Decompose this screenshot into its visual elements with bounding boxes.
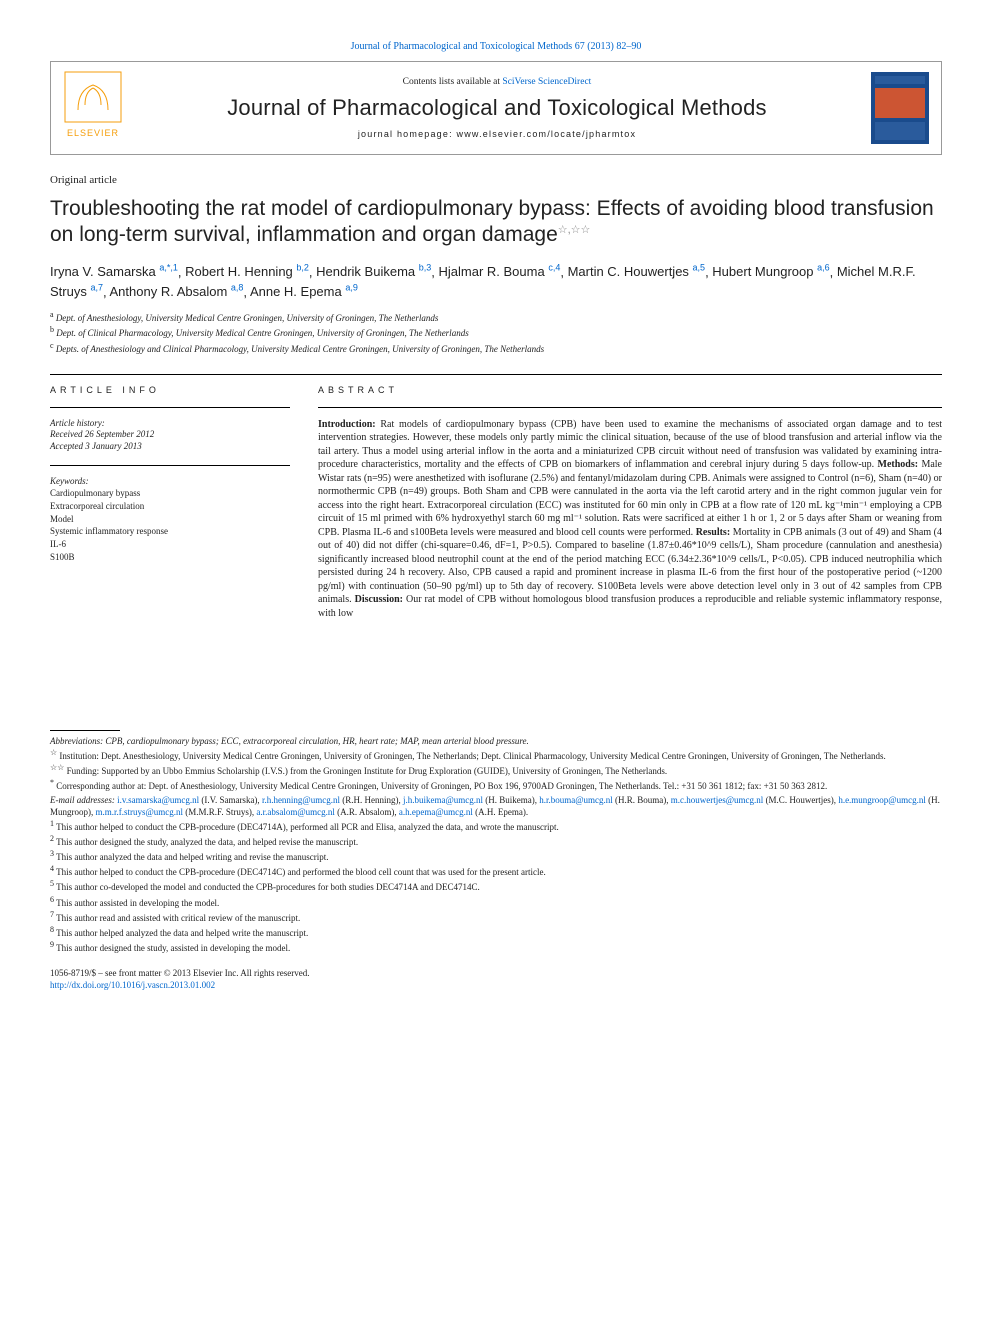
journal-banner: ELSEVIER Contents lists available at Sci…	[50, 61, 942, 155]
contents-available-line: Contents lists available at SciVerse Sci…	[137, 76, 857, 88]
author: Robert H. Henning b,2	[185, 264, 309, 279]
journal-cover-thumb	[871, 72, 929, 144]
svg-text:ELSEVIER: ELSEVIER	[67, 128, 119, 138]
keywords-block: Keywords: Cardiopulmonary bypassExtracor…	[50, 476, 290, 564]
affiliation: b Dept. of Clinical Pharmacology, Univer…	[50, 325, 942, 340]
author-note: 2 This author designed the study, analyz…	[50, 834, 942, 848]
author-affil-sup[interactable]: a,6	[817, 263, 830, 273]
author-note: 8 This author helped analyzed the data a…	[50, 925, 942, 939]
author-note: 5 This author co-developed the model and…	[50, 879, 942, 893]
author-affil-sup[interactable]: b,2	[296, 263, 309, 273]
affiliation-list: a Dept. of Anesthesiology, University Me…	[50, 310, 942, 356]
author-affil-sup[interactable]: a,9	[345, 283, 358, 293]
journal-homepage: journal homepage: www.elsevier.com/locat…	[137, 129, 857, 141]
funding-footnote: ☆☆ Funding: Supported by an Ubbo Emmius …	[50, 763, 942, 777]
author-affil-sup[interactable]: a,5	[693, 263, 706, 273]
author: Hendrik Buikema b,3	[316, 264, 431, 279]
author-note: 1 This author helped to conduct the CPB-…	[50, 819, 942, 833]
author-affil-sup[interactable]: a,*,1	[159, 263, 178, 273]
article-type: Original article	[50, 173, 942, 187]
author-note: 6 This author assisted in developing the…	[50, 895, 942, 909]
article-info-heading: ARTICLE INFO	[50, 385, 290, 397]
email-link[interactable]: m.c.houwertjes@umcg.nl	[671, 795, 764, 805]
email-link[interactable]: h.e.mungroop@umcg.nl	[838, 795, 926, 805]
author-affil-sup[interactable]: b,3	[419, 263, 432, 273]
keyword: Extracorporeal circulation	[50, 501, 290, 513]
elsevier-logo: ELSEVIER	[63, 70, 123, 146]
email-link[interactable]: r.h.henning@umcg.nl	[262, 795, 340, 805]
corresponding-author-footnote: * Corresponding author at: Dept. of Anes…	[50, 778, 942, 792]
emails-footnote: E-mail addresses: i.v.samarska@umcg.nl (…	[50, 794, 942, 818]
author-note: 9 This author designed the study, assist…	[50, 940, 942, 954]
banner-center: Contents lists available at SciVerse Sci…	[137, 76, 857, 141]
sciencedirect-link[interactable]: SciVerse ScienceDirect	[502, 77, 591, 87]
author: Hjalmar R. Bouma c,4	[439, 264, 561, 279]
separator	[50, 374, 942, 375]
author: Anne H. Epema a,9	[250, 284, 358, 299]
journal-citation-header[interactable]: Journal of Pharmacological and Toxicolog…	[50, 40, 942, 53]
email-link[interactable]: h.r.bouma@umcg.nl	[539, 795, 613, 805]
author-note: 4 This author helped to conduct the CPB-…	[50, 864, 942, 878]
email-link[interactable]: j.h.buikema@umcg.nl	[403, 795, 483, 805]
article-title: Troubleshooting the rat model of cardiop…	[50, 196, 942, 249]
separator	[50, 465, 290, 466]
author-affil-sup[interactable]: c,4	[548, 263, 560, 273]
separator	[50, 407, 290, 408]
keyword: Cardiopulmonary bypass	[50, 488, 290, 500]
author: Iryna V. Samarska a,*,1	[50, 264, 178, 279]
copyright-block: 1056-8719/$ – see front matter © 2013 El…	[50, 968, 942, 991]
email-link[interactable]: a.r.absalom@umcg.nl	[256, 807, 335, 817]
author-note: 3 This author analyzed the data and help…	[50, 849, 942, 863]
author-list: Iryna V. Samarska a,*,1, Robert H. Henni…	[50, 262, 942, 302]
email-link[interactable]: a.h.epema@umcg.nl	[399, 807, 473, 817]
affiliation: c Depts. of Anesthesiology and Clinical …	[50, 341, 942, 356]
keyword: IL-6	[50, 539, 290, 551]
email-link[interactable]: m.m.r.f.struys@umcg.nl	[96, 807, 184, 817]
keyword: Systemic inflammatory response	[50, 526, 290, 538]
author: Anthony R. Absalom a,8	[110, 284, 244, 299]
abbreviations-footnote: Abbreviations: CPB, cardiopulmonary bypa…	[50, 735, 942, 747]
footnotes-block: Abbreviations: CPB, cardiopulmonary bypa…	[50, 730, 942, 954]
author: Hubert Mungroop a,6	[712, 264, 829, 279]
abstract-body: Introduction: Rat models of cardiopulmon…	[318, 418, 942, 621]
author-note: 7 This author read and assisted with cri…	[50, 910, 942, 924]
title-footnote-stars[interactable]: ☆,☆☆	[558, 224, 591, 236]
institution-footnote: ☆ Institution: Dept. Anesthesiology, Uni…	[50, 748, 942, 762]
email-link[interactable]: i.v.samarska@umcg.nl	[117, 795, 199, 805]
article-history: Article history: Received 26 September 2…	[50, 418, 290, 453]
separator	[318, 407, 942, 408]
doi-link[interactable]: http://dx.doi.org/10.1016/j.vascn.2013.0…	[50, 980, 215, 990]
author-affil-sup[interactable]: a,8	[231, 283, 244, 293]
author-affil-sup[interactable]: a,7	[90, 283, 103, 293]
abstract-heading: ABSTRACT	[318, 385, 942, 397]
journal-name: Journal of Pharmacological and Toxicolog…	[137, 94, 857, 123]
keyword: Model	[50, 514, 290, 526]
keyword: S100B	[50, 552, 290, 564]
affiliation: a Dept. of Anesthesiology, University Me…	[50, 310, 942, 325]
author: Martin C. Houwertjes a,5	[568, 264, 706, 279]
